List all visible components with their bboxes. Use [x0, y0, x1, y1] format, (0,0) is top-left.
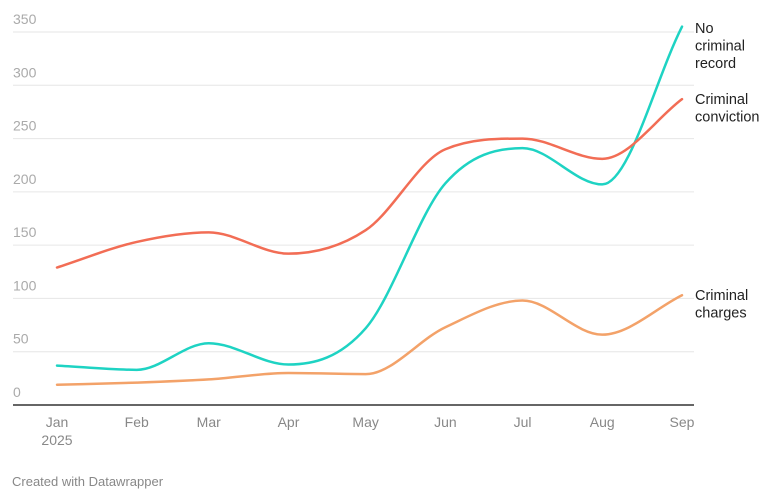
y-tick-label: 50	[13, 331, 29, 347]
series-label: conviction	[695, 110, 759, 126]
series-label: Criminal	[695, 92, 748, 108]
y-tick-label: 200	[13, 171, 37, 187]
x-tick-label: Mar	[197, 414, 221, 430]
series-label: record	[695, 56, 736, 72]
y-tick-label: 250	[13, 118, 37, 134]
y-tick-label: 150	[13, 224, 37, 240]
x-tick-label: Feb	[125, 414, 149, 430]
x-tick-label: May	[352, 414, 378, 430]
x-tick-label: Sep	[670, 414, 695, 430]
x-year-label: 2025	[41, 432, 72, 448]
series-line-criminal-conviction	[55, 97, 684, 269]
x-tick-label: Jul	[514, 414, 532, 430]
x-tick-label: Apr	[278, 414, 300, 430]
y-tick-label: 100	[13, 277, 37, 293]
series-line-criminal-charges	[55, 293, 684, 387]
x-tick-label: Jan	[46, 414, 69, 430]
series-label: charges	[695, 306, 747, 322]
y-tick-label: 0	[13, 384, 21, 400]
series-label: criminal	[695, 39, 745, 55]
line-chart: 0 50 100 150 200 250 300 350 Jan Feb Mar Apr May Jun J…	[13, 11, 759, 448]
x-tick-label: Jun	[434, 414, 457, 430]
series-label: Criminal	[695, 288, 748, 304]
x-tick-label: Aug	[590, 414, 615, 430]
y-tick-label: 300	[13, 64, 37, 80]
footer-credit: Created with Datawrapper	[12, 474, 164, 489]
series-line-no-criminal-record	[55, 25, 684, 372]
y-tick-label: 350	[13, 11, 37, 27]
series-label: No	[695, 21, 714, 37]
